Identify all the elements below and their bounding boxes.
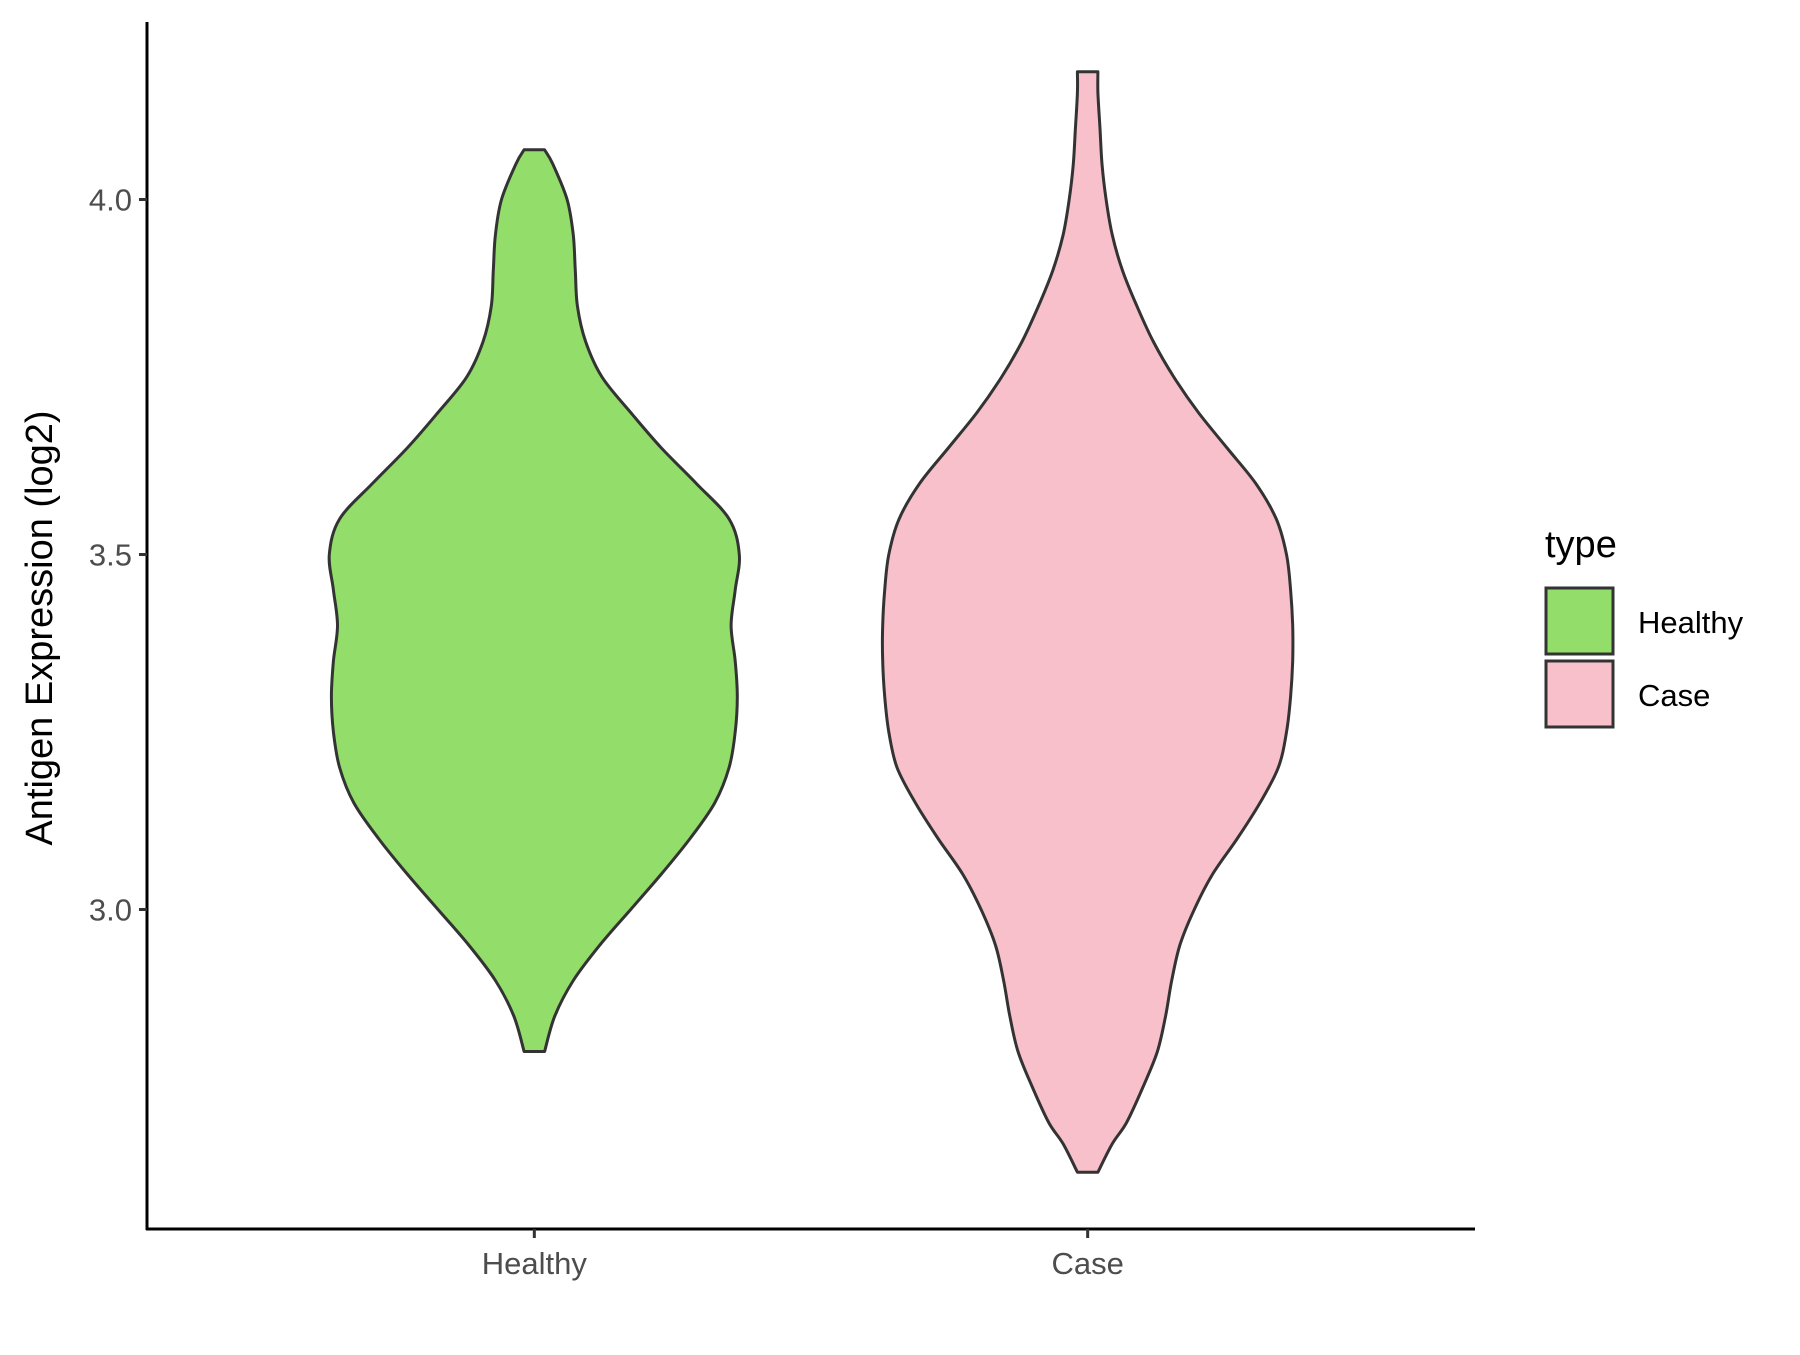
legend-title: type xyxy=(1545,524,1617,566)
x-tick-layer: Healthy Case xyxy=(482,1229,1124,1281)
violin-layer xyxy=(327,70,1295,1174)
x-tick-label: Case xyxy=(1051,1246,1123,1281)
y-tick-label: 3.5 xyxy=(89,538,132,573)
y-axis-title: Antigen Expression (log2) xyxy=(19,410,61,845)
legend-key-healthy xyxy=(1544,586,1615,656)
legend-key-case xyxy=(1544,659,1615,729)
violin-case xyxy=(880,70,1295,1174)
legend-label: Healthy xyxy=(1638,605,1744,640)
legend: type Healthy Case xyxy=(1544,524,1744,729)
y-tick-label: 3.0 xyxy=(89,893,132,928)
x-tick-label: Healthy xyxy=(482,1246,588,1281)
legend-label: Case xyxy=(1638,678,1710,713)
y-tick-layer: 3.0 3.5 4.0 xyxy=(89,183,147,928)
y-tick-label: 4.0 xyxy=(89,183,132,218)
violin-healthy xyxy=(327,148,741,1053)
legend-entries: Healthy Case xyxy=(1544,586,1744,729)
